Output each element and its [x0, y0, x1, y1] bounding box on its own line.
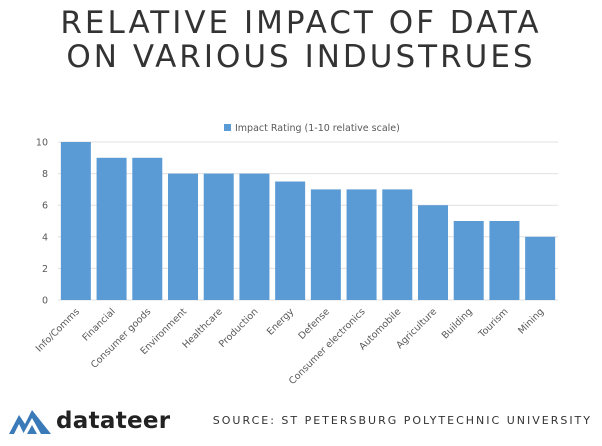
x-tick-label: Tourism	[476, 306, 510, 340]
legend-swatch	[224, 124, 231, 131]
x-tick-label: Info/Comms	[34, 306, 82, 354]
logo-text: datateer	[56, 408, 171, 434]
legend: Impact Rating (1-10 relative scale)	[224, 123, 400, 134]
x-tick-label: Consumer goods	[89, 306, 153, 370]
x-tick-label: Building	[440, 306, 475, 341]
x-tick-label: Defense	[297, 306, 333, 342]
x-tick-label: Financial	[80, 306, 117, 343]
y-tick-label: 2	[42, 264, 48, 275]
bar-production	[239, 173, 270, 300]
legend-label: Impact Rating (1-10 relative scale)	[235, 123, 400, 134]
source-credit: SOURCE: ST PETERSBURG POLYTECHNIC UNIVER…	[212, 414, 592, 427]
x-tick-label: Mining	[516, 306, 546, 336]
bar-mining	[525, 236, 556, 300]
y-axis-ticks: 0 2 4 6 8 10	[36, 138, 48, 307]
bar-building	[453, 221, 484, 300]
chart-title-line1: RELATIVE IMPACT OF DATA	[60, 5, 542, 41]
y-tick-label: 4	[42, 232, 48, 243]
y-tick-label: 6	[42, 201, 48, 212]
bar-info-comms	[60, 142, 91, 300]
chart-title: RELATIVE IMPACT OF DATA ON VARIOUS INDUS…	[0, 6, 602, 74]
datateer-logo: datateer	[8, 404, 170, 438]
x-tick-label: Energy	[265, 306, 297, 338]
bar-defense	[310, 189, 341, 300]
y-tick-label: 8	[42, 169, 48, 180]
chart-title-line2: ON VARIOUS INDUSTRUES	[66, 39, 536, 75]
y-tick-label: 10	[36, 138, 48, 149]
bar-environment	[168, 173, 198, 300]
bar-consumer-electronics	[346, 189, 377, 300]
bar-healthcare	[203, 173, 234, 300]
y-tick-label: 0	[42, 296, 48, 307]
bar-energy	[275, 181, 306, 300]
bars	[60, 142, 556, 300]
bar-consumer-goods	[132, 157, 163, 300]
bar-financial	[96, 157, 127, 300]
bar-agriculture	[418, 205, 448, 300]
bar-automobile	[382, 189, 413, 300]
bar-tourism	[489, 221, 520, 300]
mountain-logo-icon	[9, 410, 51, 434]
